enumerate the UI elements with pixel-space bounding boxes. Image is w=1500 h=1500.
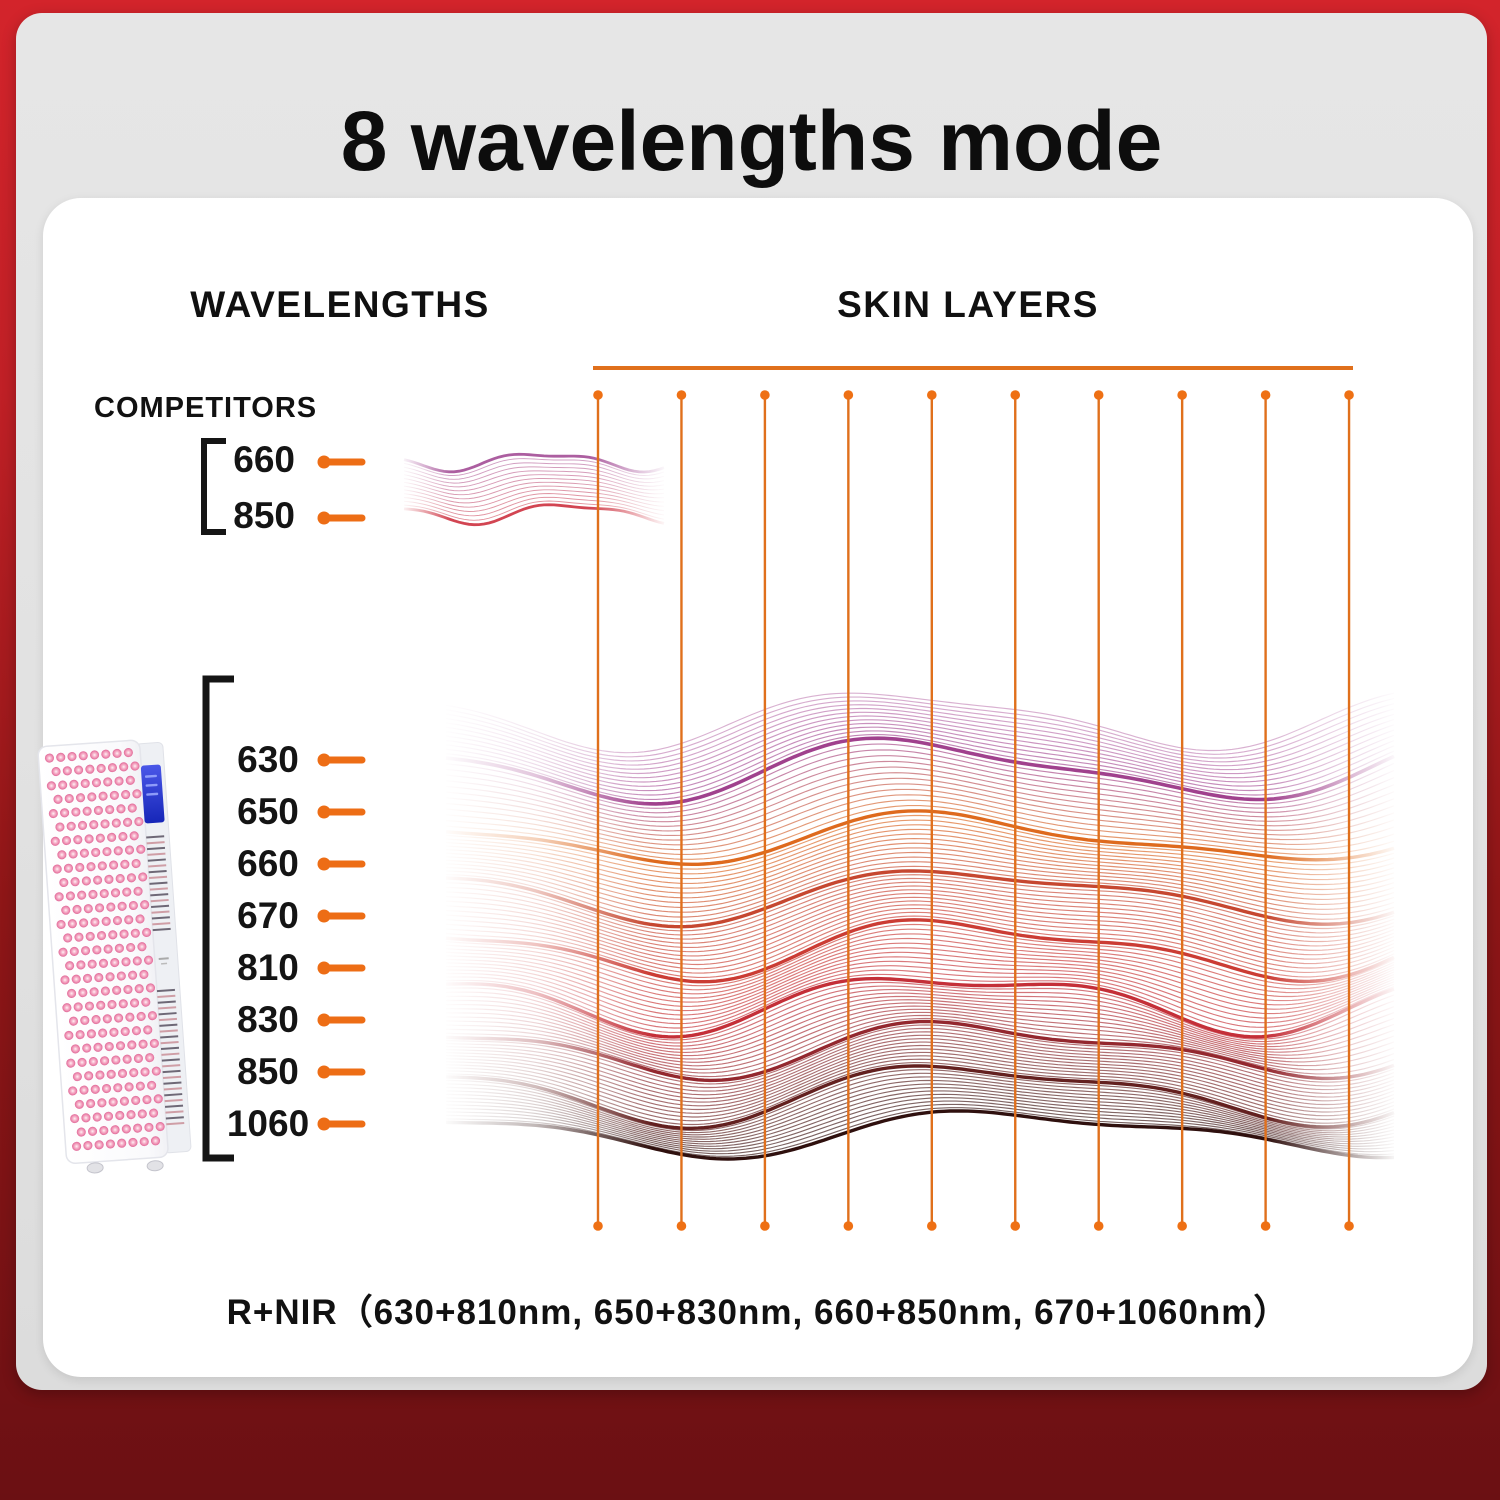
competitor-accent-850 [403, 503, 665, 527]
skin-layers-grid [593, 366, 1354, 1231]
ribbon-accent-660 [445, 869, 1395, 929]
device-bracket [202, 675, 234, 1162]
ribbon-accent-830 [445, 1019, 1395, 1083]
content-card [43, 198, 1473, 1377]
ribbon-accent-630 [445, 736, 1395, 806]
device-panel-illustration [37, 739, 192, 1174]
ribbon-accent-1060 [445, 1109, 1395, 1161]
ribbon-accent-850 [445, 1064, 1395, 1130]
wavelength-ribbons [445, 692, 1395, 1161]
wavelength-markers [317, 455, 366, 1131]
competitor-accent-660 [403, 452, 665, 474]
page-title: 8 wavelengths mode [340, 94, 1163, 188]
gray-panel: 8 wavelengths mode [16, 13, 1487, 1390]
competitors-bracket [201, 438, 226, 535]
ribbon-accent-670 [445, 918, 1395, 984]
ribbon-accent-810 [445, 976, 1395, 1039]
competitor-ribbons [403, 452, 665, 527]
ribbon-accent-650 [445, 809, 1395, 866]
brackets [201, 438, 234, 1162]
